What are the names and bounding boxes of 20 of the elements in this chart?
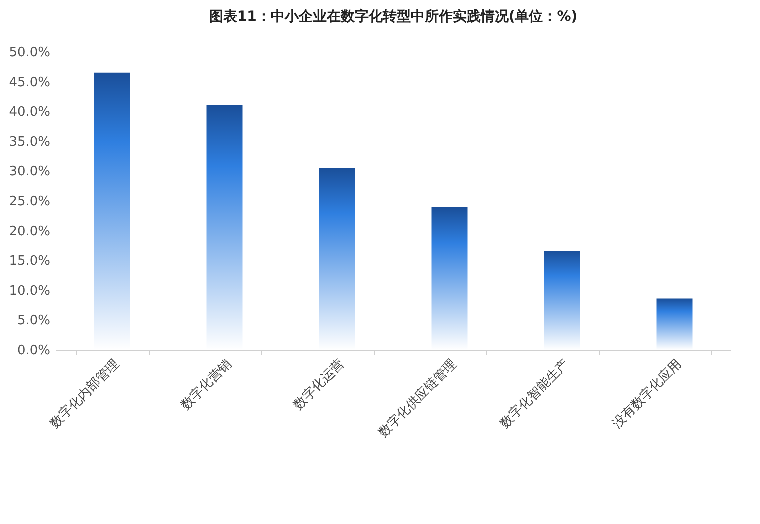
- x-tick-label: 数字化智能生产: [496, 356, 573, 432]
- x-tick-label: 数字化营销: [178, 356, 236, 414]
- x-tick-label: 数字化内部管理: [46, 356, 123, 432]
- y-tick-label: 5.0%: [17, 314, 50, 329]
- bar: [544, 251, 580, 350]
- y-tick-label: 50.0%: [9, 46, 50, 60]
- y-tick-label: 20.0%: [9, 224, 50, 240]
- y-tick-label: 25.0%: [9, 194, 50, 210]
- y-tick-label: 45.0%: [9, 75, 50, 90]
- y-tick-label: 30.0%: [9, 164, 50, 180]
- y-tick-label: 35.0%: [9, 134, 50, 150]
- bar: [656, 298, 693, 350]
- x-tick-label: 数字化运营: [290, 356, 348, 414]
- x-tick-label: 数字化供应链管理: [375, 356, 460, 441]
- y-tick-label: 10.0%: [9, 284, 50, 299]
- chart-title: 图表11：中小企业在数字化转型中所作实践情况(单位：%): [209, 8, 578, 25]
- x-tick-label: 没有数字化应用: [609, 356, 686, 432]
- y-tick-label: 40.0%: [9, 105, 50, 120]
- y-tick-label: 0.0%: [17, 344, 50, 358]
- y-tick-label: 15.0%: [9, 254, 50, 270]
